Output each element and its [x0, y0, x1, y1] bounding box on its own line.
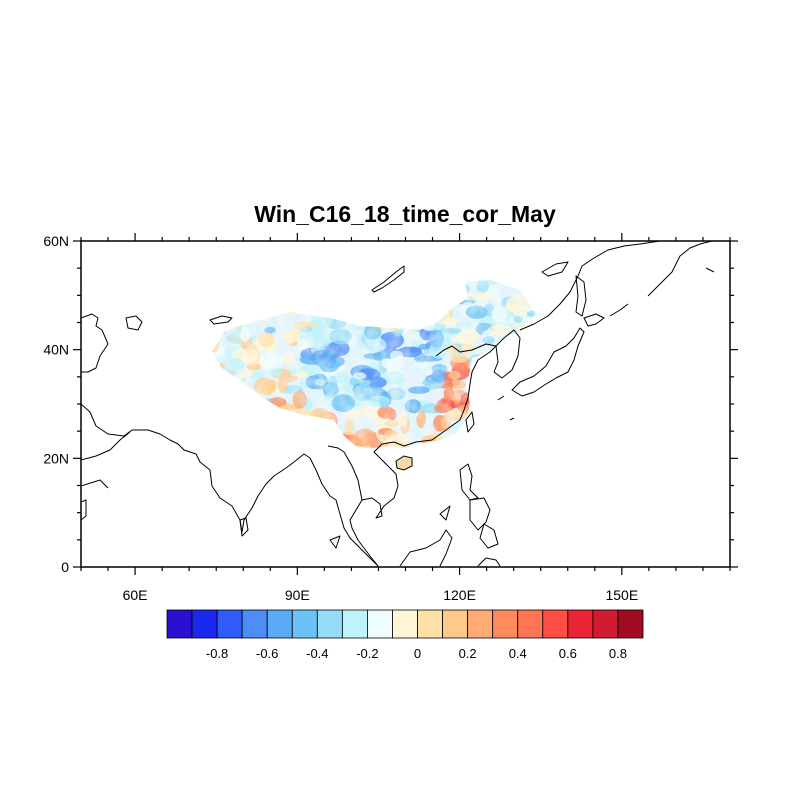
- colorbar-label: -0.6: [256, 646, 278, 661]
- colorbar-box: [291, 609, 318, 639]
- colorbar-box: [442, 609, 469, 639]
- colorbar-box: [417, 609, 443, 639]
- colorbar-box: [216, 609, 243, 639]
- colorbar-box: [166, 609, 193, 639]
- colorbar-label: 0.6: [559, 646, 577, 661]
- colorbar-box: [392, 609, 418, 639]
- colorbar-box: [241, 609, 268, 639]
- colorbar-box: [467, 609, 494, 639]
- colorbar-box: [316, 609, 343, 639]
- latitude-labels: 0 20N 40N 60N: [43, 233, 69, 575]
- colorbar: -0.8 -0.6 -0.4 -0.2 0 0.2 0.4 0.6 0.8: [166, 609, 644, 661]
- colorbar-box: [617, 609, 644, 639]
- lon-tick-label: 90E: [285, 587, 310, 603]
- colorbar-label: -0.2: [356, 646, 378, 661]
- axis-ticks: [73, 233, 738, 575]
- colorbar-label: 0.4: [509, 646, 527, 661]
- colorbar-box: [367, 609, 393, 639]
- colorbar-label: 0.8: [609, 646, 627, 661]
- map-panel: 0 20N 40N 60N 60E 90E 120E 150E: [43, 233, 738, 603]
- colorbar-label: 0.2: [459, 646, 477, 661]
- lat-tick-label: 20N: [43, 450, 69, 466]
- lat-tick-label: 40N: [43, 342, 69, 358]
- lon-tick-label: 60E: [123, 587, 148, 603]
- colorbar-box: [492, 609, 519, 639]
- colorbar-label: 0: [414, 646, 421, 661]
- lat-tick-label: 0: [61, 559, 69, 575]
- colorbar-box: [191, 609, 218, 639]
- plot-title: Win_C16_18_time_cor_May: [254, 201, 556, 227]
- colorbar-box: [266, 609, 293, 639]
- lat-tick-label: 60N: [43, 233, 69, 249]
- colorbar-box: [542, 609, 569, 639]
- lon-tick-label: 150E: [605, 587, 638, 603]
- colorbar-box: [341, 609, 368, 639]
- colorbar-label: -0.8: [206, 646, 228, 661]
- colorbar-label: -0.4: [306, 646, 328, 661]
- hainan-island: [395, 455, 413, 471]
- colorbar-box: [567, 609, 594, 639]
- colorbar-box: [517, 609, 544, 639]
- lon-tick-label: 120E: [443, 587, 476, 603]
- colorbar-box: [592, 609, 619, 639]
- coastlines: [81, 241, 715, 567]
- longitude-labels: 60E 90E 120E 150E: [123, 587, 639, 603]
